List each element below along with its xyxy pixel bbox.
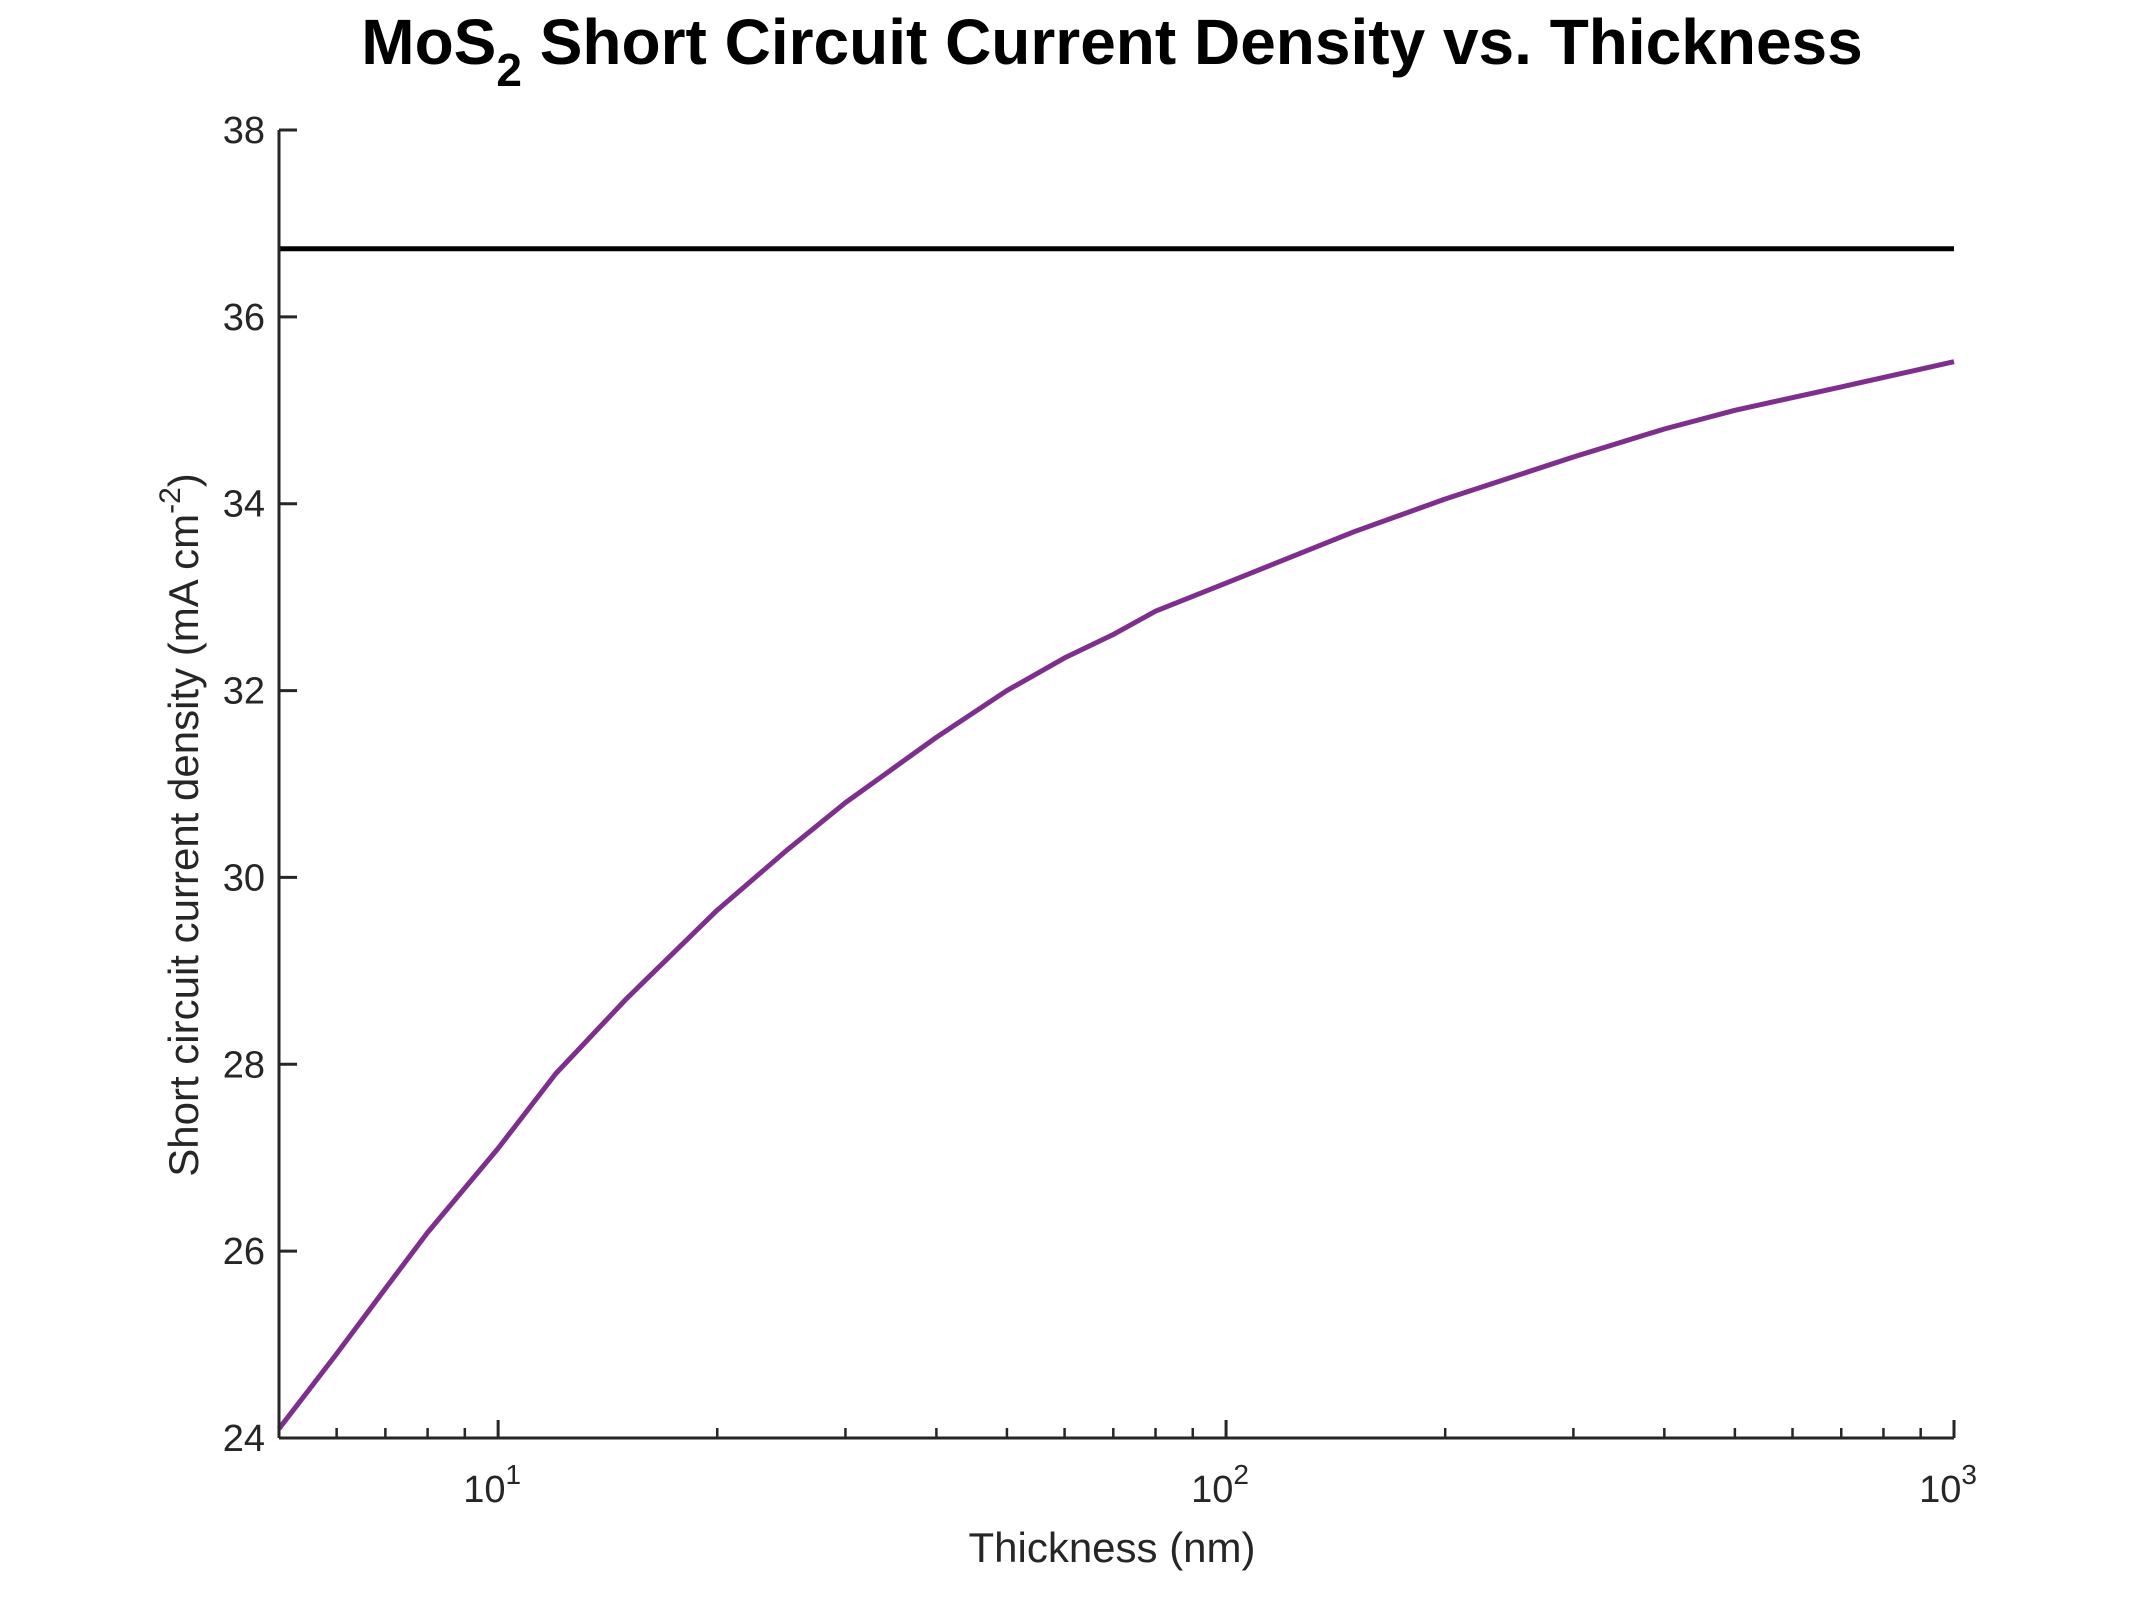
x-tick-label-base: 10 [1191, 1469, 1233, 1511]
y-axis-label-close: ) [160, 473, 207, 487]
y-tick-label: 26 [223, 1231, 265, 1273]
y-axis-label-superscript: -2 [154, 487, 187, 514]
y-tick-label: 24 [223, 1418, 265, 1460]
chart-title-prefix: MoS [361, 6, 496, 78]
y-axis-label: Short circuit current density (mA cm-2) [154, 473, 207, 1177]
x-tick-label: 102 [1191, 1459, 1249, 1511]
chart-title-suffix: Short Circuit Current Density vs. Thickn… [522, 6, 1863, 78]
plot-series [277, 246, 1955, 1431]
y-tick-label: 34 [223, 484, 265, 526]
x-tick-label: 101 [463, 1459, 521, 1511]
x-tick-label-exponent: 1 [505, 1459, 521, 1490]
x-tick-label: 103 [1919, 1459, 1977, 1511]
axes [277, 130, 1954, 1440]
x-tick-label-exponent: 3 [1961, 1459, 1977, 1490]
y-tick-label: 28 [223, 1044, 265, 1086]
series-line-curve [277, 359, 1955, 1431]
x-axis-label: Thickness (nm) [968, 1524, 1255, 1571]
y-tick-label: 36 [223, 297, 265, 339]
y-tick-label: 32 [223, 671, 265, 713]
x-tick-label-exponent: 2 [1233, 1459, 1249, 1490]
y-axis-ticks: 24 26 28 30 32 34 36 38 [223, 110, 297, 1460]
chart-title: MoS2 Short Circuit Current Density vs. T… [361, 6, 1862, 96]
y-axis-label-main: Short circuit current density (mA cm [160, 514, 207, 1177]
y-tick-label: 30 [223, 857, 265, 899]
y-tick-label: 38 [223, 110, 265, 152]
x-tick-label-base: 10 [463, 1469, 505, 1511]
x-tick-label-base: 10 [1919, 1469, 1961, 1511]
chart-title-subscript: 2 [496, 44, 522, 96]
x-axis-ticks: 101 102 103 [335, 1420, 1977, 1511]
